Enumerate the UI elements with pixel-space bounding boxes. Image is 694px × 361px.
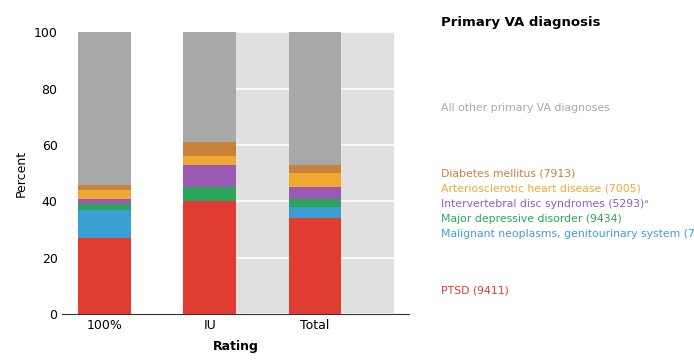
Bar	[289, 187, 341, 199]
Bar	[289, 207, 341, 218]
Bar	[289, 32, 341, 165]
Bar	[78, 238, 130, 314]
Text: Major depressive disorder (9434): Major depressive disorder (9434)	[441, 214, 621, 224]
Bar	[183, 156, 236, 165]
Bar	[78, 204, 130, 210]
Text: Diabetes mellitus (7913): Diabetes mellitus (7913)	[441, 168, 575, 178]
Text: Intervertebral disc syndromes (5293)ᵃ: Intervertebral disc syndromes (5293)ᵃ	[441, 199, 648, 209]
Bar	[289, 218, 341, 314]
X-axis label: Rating: Rating	[213, 340, 259, 353]
Bar	[78, 210, 130, 238]
Text: Primary VA diagnosis: Primary VA diagnosis	[441, 16, 600, 29]
Bar	[236, 32, 393, 314]
Bar	[78, 32, 130, 184]
Bar	[183, 187, 236, 201]
Text: Arteriosclerotic heart disease (7005): Arteriosclerotic heart disease (7005)	[441, 183, 641, 193]
Bar	[289, 165, 341, 173]
Bar	[183, 142, 236, 156]
Text: All other primary VA diagnoses: All other primary VA diagnoses	[441, 103, 609, 113]
Bar	[183, 165, 236, 187]
Bar	[78, 184, 130, 190]
Bar	[183, 32, 236, 142]
Y-axis label: Percent: Percent	[15, 150, 28, 197]
Bar	[289, 199, 341, 207]
Bar	[78, 190, 130, 199]
Bar	[289, 173, 341, 187]
Bar	[183, 201, 236, 314]
Text: Malignant neoplasms, genitourinary system (7528): Malignant neoplasms, genitourinary syste…	[441, 229, 694, 239]
Bar	[78, 199, 130, 204]
Text: PTSD (9411): PTSD (9411)	[441, 286, 509, 296]
